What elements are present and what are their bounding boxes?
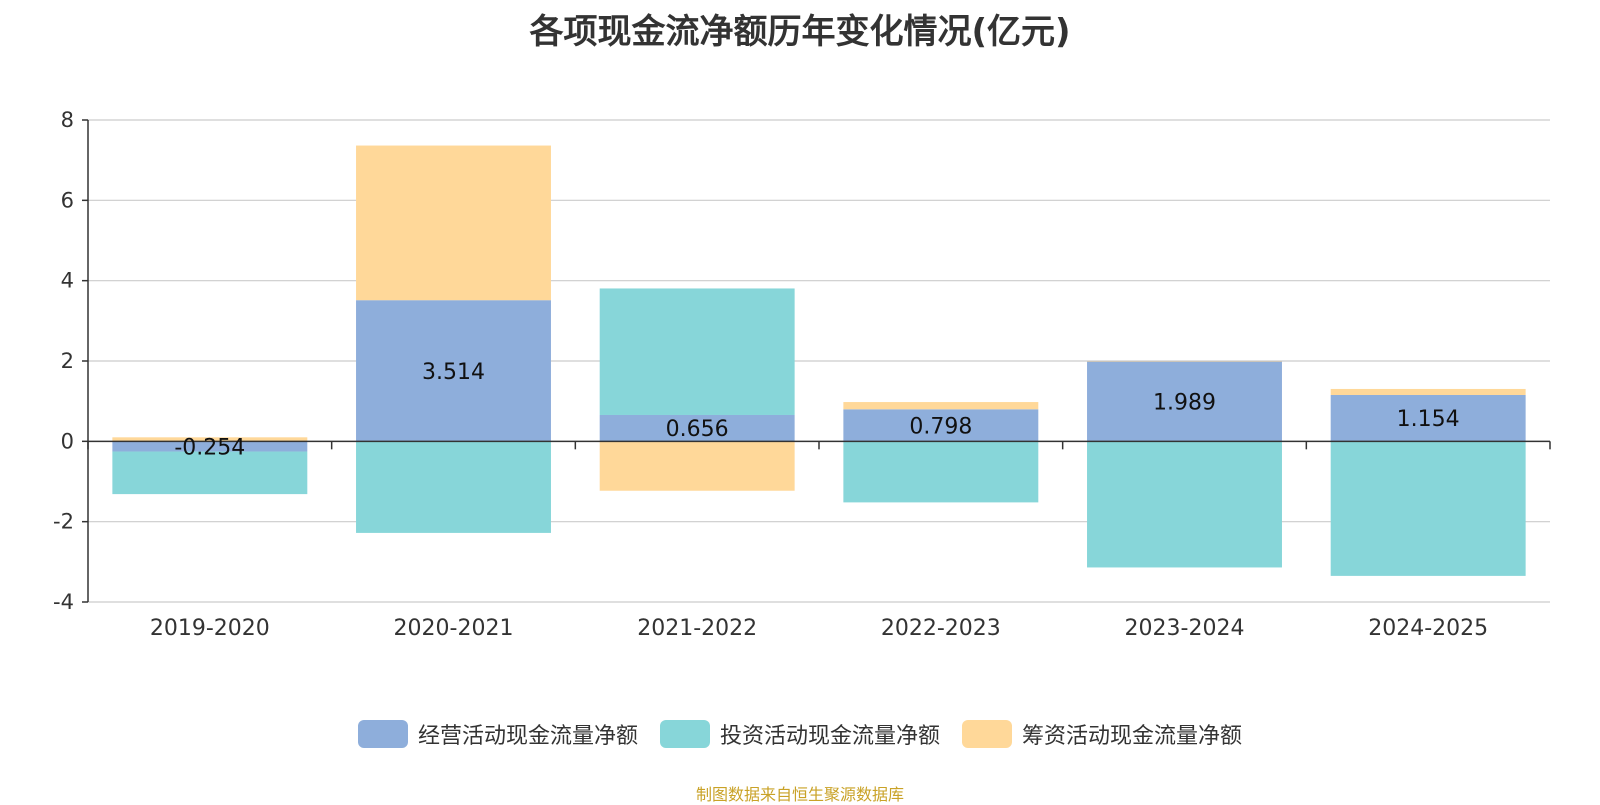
legend-swatch-investing: [659, 720, 710, 748]
bar-s2-5: [1330, 388, 1526, 395]
legend-item-operating[interactable]: 经营活动现金流量净额: [357, 718, 638, 750]
bar-s2-2: [599, 441, 795, 491]
bar-s2-0: [112, 437, 308, 442]
legend-item-financing[interactable]: 筹资活动现金流量净额: [962, 718, 1242, 750]
data-label-2: 0.656: [666, 417, 729, 442]
x-tick-label-4: 2023-2024: [1125, 616, 1245, 641]
bar-s1-5: [1330, 441, 1526, 576]
bar-s1-0: [112, 451, 308, 495]
data-label-5: 1.154: [1397, 407, 1460, 432]
bar-s1-3: [843, 441, 1039, 503]
data-label-1: 3.514: [422, 360, 485, 385]
bar-s1-1: [356, 441, 551, 533]
legend-item-investing[interactable]: 投资活动现金流量净额: [659, 718, 940, 750]
y-tick-label-2: 0: [61, 429, 74, 453]
legend-swatch-operating: [357, 720, 408, 748]
bar-s0-2: [599, 414, 795, 442]
bar-s2-1: [356, 145, 551, 301]
x-tick-label-1: 2020-2021: [394, 616, 514, 641]
x-tick-label-0: 2019-2020: [150, 616, 270, 641]
y-tick-label-5: 6: [61, 188, 74, 212]
bar-s0-0: [112, 441, 308, 452]
legend-swatch-financing: [962, 720, 1012, 748]
bar-s1-2: [599, 288, 795, 415]
data-label-4: 1.989: [1153, 390, 1216, 415]
bar-s0-4: [1087, 361, 1282, 442]
legend: 经营活动现金流量净额 投资活动现金流量净额 筹资活动现金流量净额: [0, 718, 1600, 750]
bar-s2-4: [1087, 361, 1282, 362]
y-tick-label-1: -2: [53, 510, 74, 534]
x-tick-label-3: 2022-2023: [881, 616, 1001, 641]
bar-s0-5: [1330, 394, 1526, 442]
x-tick-label-5: 2024-2025: [1368, 616, 1488, 641]
legend-label-financing: 筹资活动现金流量净额: [1022, 724, 1243, 749]
y-tick-label-4: 4: [61, 269, 74, 293]
bar-s1-4: [1087, 441, 1282, 568]
bar-s0-3: [843, 409, 1039, 442]
y-tick-label-6: 8: [61, 108, 74, 132]
x-tick-label-2: 2021-2022: [637, 616, 757, 641]
data-label-0: -0.254: [174, 435, 245, 460]
source-note: 制图数据来自恒生聚源数据库: [695, 785, 904, 804]
legend-label-operating: 经营活动现金流量净额: [417, 724, 638, 749]
bar-s2-3: [843, 402, 1039, 410]
legend-label-investing: 投资活动现金流量净额: [719, 724, 940, 749]
chart-title: 各项现金流净额历年变化情况(亿元): [529, 12, 1071, 52]
y-tick-label-0: -4: [53, 590, 74, 614]
data-label-3: 0.798: [909, 414, 972, 439]
y-tick-label-3: 2: [61, 349, 74, 373]
bar-s0-1: [356, 300, 551, 442]
